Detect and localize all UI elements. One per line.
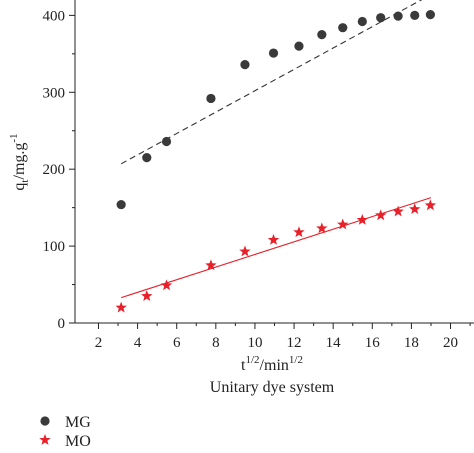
data-point-mg	[425, 10, 435, 20]
data-point-mg	[142, 153, 152, 163]
legend-item-mg: MG	[40, 414, 91, 431]
data-point-mo	[293, 226, 305, 238]
data-point-mg	[357, 16, 367, 27]
data-point-mg	[116, 199, 126, 210]
chart-subtitle: Unitary dye system	[210, 379, 335, 396]
data-point-mo	[424, 199, 437, 211]
data-point-mg	[240, 60, 250, 70]
data-point-mg	[294, 41, 304, 51]
x-tick-label: 18	[404, 335, 419, 351]
data-point-mg	[410, 10, 420, 20]
plot-frame	[74, 0, 474, 324]
y-tick-label: 400	[43, 8, 66, 24]
data-point-mg	[317, 30, 327, 40]
plot-area	[115, 0, 437, 313]
x-tick-label: 14	[326, 335, 342, 351]
legend: MG MO	[39, 414, 91, 450]
y-axis-label: qt/mg.g-1	[8, 133, 31, 190]
x-tick-label: 16	[365, 335, 381, 351]
data-point-mo	[409, 203, 421, 215]
fit-line-mg	[120, 0, 423, 165]
x-tick-label: 12	[287, 335, 302, 351]
y-tick-label: 300	[43, 85, 66, 101]
data-point-mo	[205, 259, 217, 271]
legend-marker-mg	[40, 416, 50, 426]
data-point-mg	[376, 13, 386, 23]
legend-label-mg: MG	[65, 414, 91, 431]
data-point-mo	[375, 209, 387, 221]
data-point-mg	[206, 93, 216, 104]
x-tick-label: 6	[173, 335, 181, 351]
data-point-mo	[141, 290, 153, 301]
y-axis: 0 100 200 300 400	[43, 8, 75, 332]
data-point-mo	[267, 233, 280, 245]
data-point-mg	[268, 48, 279, 58]
data-point-mo	[160, 279, 173, 291]
data-point-mo	[239, 245, 251, 257]
x-axis: 2 4 6 8 10 12 14 16 18 20	[95, 323, 471, 351]
data-point-mo	[115, 301, 127, 313]
legend-marker-mo	[39, 434, 51, 445]
x-tick-label: 4	[134, 335, 142, 351]
data-point-mo	[337, 218, 349, 230]
x-tick-label: 20	[443, 335, 458, 351]
data-point-mg	[161, 136, 172, 147]
data-point-mo	[316, 222, 328, 234]
y-tick-label: 200	[43, 162, 66, 178]
data-point-mg	[393, 11, 403, 21]
x-tick-label: 8	[212, 335, 220, 351]
legend-label-mo: MO	[65, 433, 91, 450]
data-point-mg	[338, 23, 348, 33]
x-tick-label: 10	[247, 335, 262, 351]
legend-item-mo: MO	[39, 433, 91, 450]
x-axis-label: t1/2/min1/2	[241, 354, 303, 374]
data-point-mo	[392, 205, 404, 217]
y-tick-label: 0	[58, 316, 66, 332]
x-tick-label: 2	[95, 335, 103, 351]
data-point-mo	[356, 213, 369, 225]
y-tick-label: 100	[43, 239, 66, 255]
